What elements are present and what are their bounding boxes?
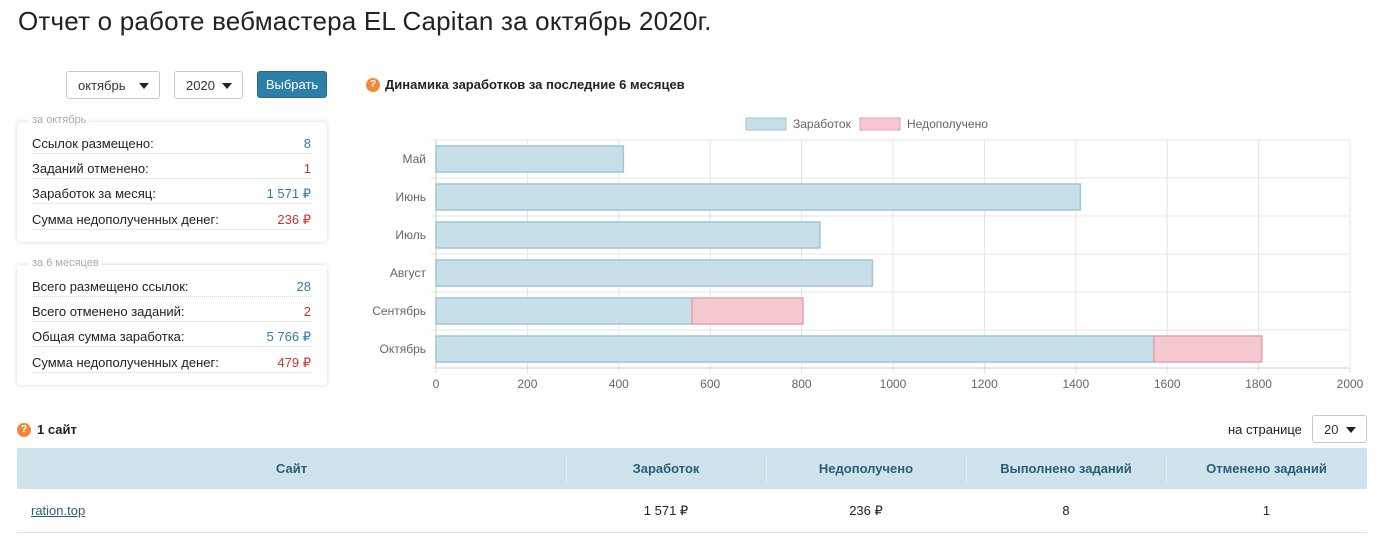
page-title: Отчет о работе вебмастера EL Capitan за … xyxy=(18,6,712,36)
six-month-stats-panel: за 6 месяцев Всего размещено ссылок: 28 … xyxy=(17,257,327,385)
stat-row-links-placed: Ссылок размещено: 8 xyxy=(32,132,311,154)
x-tick-label: 400 xyxy=(609,377,629,391)
panel-legend: за 6 месяцев xyxy=(29,257,102,269)
sites-heading: ? 1 сайт xyxy=(17,422,77,437)
stat-value: 1 571 ₽ xyxy=(266,186,311,201)
per-page-select[interactable]: 20 xyxy=(1312,415,1367,443)
chart-heading-text: Динамика заработков за последние 6 месяц… xyxy=(385,77,685,92)
question-icon[interactable]: ? xyxy=(17,422,31,437)
stat-label: Сумма недополученных денег: xyxy=(32,212,219,227)
x-tick-label: 2000 xyxy=(1337,377,1364,391)
x-tick-label: 1600 xyxy=(1154,377,1181,391)
stat-value: 2 xyxy=(303,304,311,319)
stat-label: Всего отменено заданий: xyxy=(32,304,185,319)
cell-lost: 236 ₽ xyxy=(849,502,883,518)
stat-label: Заданий отменено: xyxy=(32,161,149,176)
legend-label: Недополучено xyxy=(907,117,988,131)
question-icon[interactable]: ? xyxy=(366,77,380,92)
sites-count: 1 сайт xyxy=(37,422,77,437)
earnings-chart: 0 200 400 600 800 1000 1200 1400 1600 1800 2000 Май… xyxy=(372,117,1364,391)
stat-value: 1 xyxy=(303,161,311,176)
y-category-label: Октябрь xyxy=(379,342,426,356)
cell-earned: 1 571 ₽ xyxy=(643,502,689,518)
bar-earned xyxy=(435,335,1155,363)
stat-label: Сумма недополученных денег: xyxy=(32,355,219,370)
column-header-site[interactable]: Сайт xyxy=(275,461,308,476)
chevron-down-icon xyxy=(1346,427,1356,433)
bar-lost xyxy=(691,297,804,325)
column-header-earned[interactable]: Заработок xyxy=(566,448,766,489)
year-select-value: 2020 xyxy=(186,77,215,93)
legend-swatch xyxy=(745,117,787,131)
chevron-down-icon xyxy=(222,83,232,89)
per-page-value: 20 xyxy=(1324,421,1339,437)
bar-earned xyxy=(435,221,821,249)
chart-heading: ? Динамика заработков за последние 6 мес… xyxy=(366,77,685,92)
bar-earned xyxy=(435,297,693,325)
bar-earned xyxy=(435,145,625,173)
table-header: Сайт Заработок Недополучено Выполнено за… xyxy=(17,448,1367,489)
stat-label: Общая сумма заработка: xyxy=(32,329,185,344)
x-tick-label: 1000 xyxy=(880,377,907,391)
per-page-label: на странице xyxy=(1228,422,1302,437)
month-stats-panel: за октябрь Ссылок размещено: 8 Заданий о… xyxy=(17,114,327,242)
stat-value: 28 xyxy=(296,279,311,294)
panel-legend: за октябрь xyxy=(29,114,90,126)
y-category-label: Май xyxy=(402,152,426,166)
month-select[interactable]: октябрь xyxy=(66,71,160,99)
stat-value: 479 ₽ xyxy=(277,355,311,370)
stat-value: 236 ₽ xyxy=(277,212,311,227)
bar-earned xyxy=(435,259,874,287)
y-category-label: Сентябрь xyxy=(372,304,426,318)
x-tick-label: 1800 xyxy=(1245,377,1272,391)
cell-done: 8 xyxy=(1062,503,1070,518)
chevron-down-icon xyxy=(139,83,149,89)
x-tick-label: 1400 xyxy=(1062,377,1089,391)
bar-earned xyxy=(435,183,1082,211)
column-header-cancelled[interactable]: Отменено заданий xyxy=(1166,448,1367,489)
stat-label: Всего размещено ссылок: xyxy=(32,279,189,294)
stat-row-tasks-cancelled: Заданий отменено: 1 xyxy=(32,157,311,179)
y-category-label: Август xyxy=(390,266,427,280)
stat-row-total-links: Всего размещено ссылок: 28 xyxy=(32,275,311,297)
site-link[interactable]: ration.top xyxy=(31,503,86,518)
sites-table: Сайт Заработок Недополучено Выполнено за… xyxy=(17,448,1367,533)
month-select-value: октябрь xyxy=(78,77,126,93)
year-select[interactable]: 2020 xyxy=(174,71,243,99)
stat-row-total-lost: Сумма недополученных денег: 479 ₽ xyxy=(32,351,311,373)
x-tick-label: 0 xyxy=(433,377,440,391)
x-tick-label: 800 xyxy=(792,377,812,391)
column-header-lost[interactable]: Недополучено xyxy=(766,448,966,489)
stat-row-lost-money: Сумма недополученных денег: 236 ₽ xyxy=(32,208,311,230)
bar-lost xyxy=(1153,335,1263,363)
stat-row-total-earnings: Общая сумма заработка: 5 766 ₽ xyxy=(32,325,311,347)
legend-swatch xyxy=(859,117,901,131)
table-row: ration.top 1 571 ₽ 236 ₽ 8 1 xyxy=(17,489,1367,533)
stat-value: 5 766 ₽ xyxy=(266,329,311,344)
cell-cancelled: 1 xyxy=(1262,503,1271,518)
x-tick-label: 200 xyxy=(517,377,537,391)
submit-button[interactable]: Выбрать xyxy=(257,71,327,98)
x-tick-label: 600 xyxy=(700,377,720,391)
legend-label: Заработок xyxy=(793,117,852,131)
stat-label: Заработок за месяц: xyxy=(32,186,156,201)
y-category-label: Июль xyxy=(395,228,426,242)
stat-value: 8 xyxy=(303,136,311,151)
stat-row-total-cancelled: Всего отменено заданий: 2 xyxy=(32,300,311,322)
stat-row-month-earnings: Заработок за месяц: 1 571 ₽ xyxy=(32,182,311,204)
x-tick-label: 1200 xyxy=(971,377,998,391)
column-header-done[interactable]: Выполнено заданий xyxy=(966,448,1166,489)
y-category-label: Июнь xyxy=(395,190,426,204)
stat-label: Ссылок размещено: xyxy=(32,136,154,151)
